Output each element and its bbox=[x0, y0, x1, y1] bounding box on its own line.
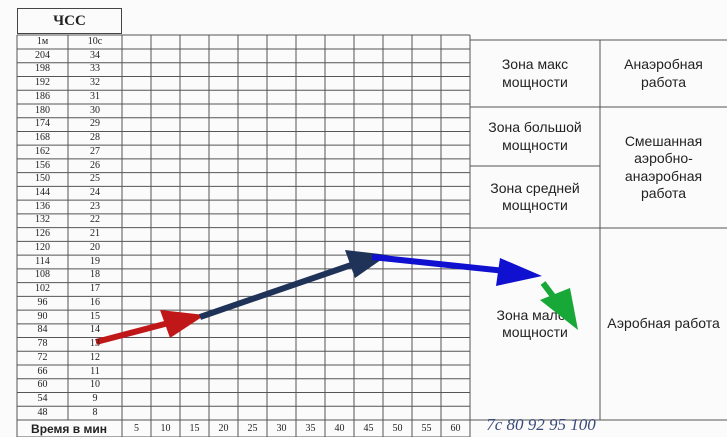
cell: 136 bbox=[35, 200, 50, 212]
zone-label: Зона средней мощности bbox=[490, 179, 580, 214]
cell: 30 bbox=[276, 422, 287, 434]
hr-header: ЧСС bbox=[17, 8, 122, 34]
cell: 126 bbox=[35, 228, 50, 240]
time-label: Время в мин bbox=[31, 421, 107, 436]
cell: 14 bbox=[90, 324, 100, 336]
cell: 54 bbox=[37, 393, 48, 405]
cell: 17 bbox=[90, 283, 100, 295]
cell: 192 bbox=[35, 77, 50, 89]
cell: 30 bbox=[90, 104, 100, 116]
cell: 90 bbox=[37, 310, 48, 322]
cell: 78 bbox=[37, 338, 48, 350]
cell: 72 bbox=[37, 351, 48, 363]
cell: 13 bbox=[90, 338, 100, 350]
cell: 5 bbox=[134, 422, 139, 434]
cell: 40 bbox=[334, 422, 345, 434]
cell: 96 bbox=[37, 296, 48, 308]
cell: 102 bbox=[35, 283, 50, 295]
cell: 174 bbox=[35, 118, 50, 130]
cell: 10 bbox=[160, 422, 171, 434]
cell: 15 bbox=[90, 310, 100, 322]
work-label: Смешанная аэробно-анаэробная работа bbox=[624, 132, 703, 202]
cell: 12 bbox=[90, 351, 100, 363]
cell: 15 bbox=[189, 422, 200, 434]
handwritten-note: 7с 80 92 95 100 bbox=[486, 414, 596, 434]
cell: 10 bbox=[90, 379, 100, 391]
cell: 156 bbox=[35, 159, 50, 171]
cell: 16 bbox=[90, 296, 100, 308]
cell: 120 bbox=[35, 241, 50, 253]
cell: 31 bbox=[90, 90, 100, 102]
cell: 168 bbox=[35, 132, 50, 144]
cell: 20 bbox=[90, 241, 100, 253]
cell: 84 bbox=[37, 324, 48, 336]
cell: 48 bbox=[37, 406, 48, 418]
cell: 45 bbox=[363, 422, 374, 434]
cell: 19 bbox=[90, 255, 100, 267]
cell: 180 bbox=[35, 104, 50, 116]
cell: 204 bbox=[35, 49, 50, 61]
cell: 144 bbox=[35, 187, 50, 199]
work-label: Анаэробная работа bbox=[624, 56, 703, 90]
cell: 24 bbox=[90, 187, 100, 199]
cell: 66 bbox=[37, 365, 48, 377]
cell: 18 bbox=[90, 269, 100, 281]
cell: 186 bbox=[35, 90, 50, 102]
cell: 34 bbox=[90, 49, 100, 61]
zone-label: Зона малой мощности bbox=[496, 306, 574, 341]
cell: 162 bbox=[35, 145, 50, 157]
cell: 8 bbox=[92, 406, 98, 418]
cell: 26 bbox=[90, 159, 100, 171]
cell: 132 bbox=[35, 214, 50, 226]
cell: 29 bbox=[90, 118, 100, 130]
cell: 11 bbox=[90, 365, 100, 377]
cell: 21 bbox=[90, 228, 100, 240]
cell: 33 bbox=[90, 63, 100, 75]
cell: 27 bbox=[90, 145, 100, 157]
cell: 150 bbox=[35, 173, 50, 185]
cell: 198 bbox=[35, 63, 50, 75]
cell: 35 bbox=[305, 422, 316, 434]
cell: 22 bbox=[90, 214, 100, 226]
cell: 25 bbox=[90, 173, 100, 185]
col-header: 1м bbox=[36, 35, 49, 47]
work-label: Аэробная работа bbox=[607, 315, 720, 332]
cell: 50 bbox=[392, 422, 403, 434]
col-header: 10с bbox=[87, 35, 103, 47]
zone-label: Зона макс мощности bbox=[501, 56, 569, 90]
cell: 28 bbox=[90, 132, 100, 144]
cell: 9 bbox=[92, 393, 98, 405]
cell: 55 bbox=[421, 422, 432, 434]
cell: 32 bbox=[90, 77, 100, 89]
cell: 108 bbox=[35, 269, 50, 281]
cell: 60 bbox=[37, 379, 48, 391]
cell: 23 bbox=[90, 200, 100, 212]
cell: 114 bbox=[35, 255, 50, 267]
cell: 25 bbox=[247, 422, 258, 434]
zone-label: Зона большой мощности bbox=[488, 119, 582, 153]
cell: 20 bbox=[218, 422, 229, 434]
cell: 60 bbox=[450, 422, 461, 434]
